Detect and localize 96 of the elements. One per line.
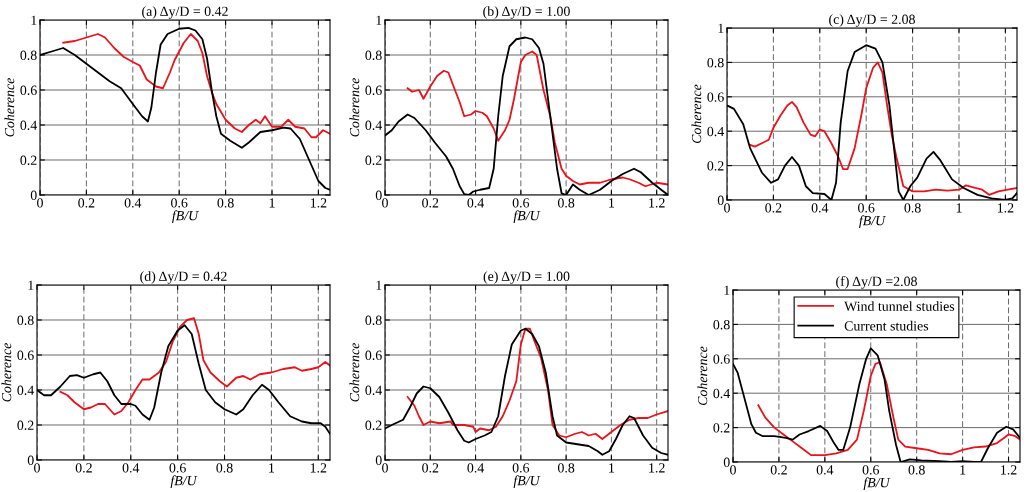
x-tick-label: 0.4 xyxy=(124,198,142,208)
x-tick-label: 0.6 xyxy=(512,463,530,473)
y-tick-label: 0.6 xyxy=(713,354,730,364)
x-tick-label: 0.6 xyxy=(169,463,186,473)
x-tick-label: 0.8 xyxy=(217,198,234,208)
line-series xyxy=(59,317,330,416)
y-tick-label: 0.6 xyxy=(20,85,37,96)
x-tick-label: 0.4 xyxy=(816,465,834,475)
y-tick-label: 1 xyxy=(376,15,382,25)
line-series xyxy=(749,61,1017,196)
y-axis-title: Coherence xyxy=(691,84,702,144)
y-axis-title: Coherence xyxy=(697,346,708,406)
y-tick-label: 0 xyxy=(375,190,382,200)
y-tick-label: 0.4 xyxy=(365,120,383,131)
x-axis-title: fB/U xyxy=(170,475,198,489)
x-tick-label: 0.2 xyxy=(765,203,782,213)
y-tick-label: 0.2 xyxy=(713,423,730,433)
y-tick-label: 0.4 xyxy=(365,385,383,396)
y-tick-label: 0.8 xyxy=(707,57,724,68)
y-tick-label: 0.8 xyxy=(20,50,37,61)
y-axis-title: Coherence xyxy=(349,77,360,137)
x-axis-title: fB/U xyxy=(859,215,886,229)
x-tick-label: 0.6 xyxy=(512,198,530,208)
x-tick-label: 0.8 xyxy=(216,463,233,473)
x-tick-label: 0.4 xyxy=(467,198,485,208)
chart-title: (e) Δy/D = 1.00 xyxy=(483,271,570,284)
x-tick-label: 1 xyxy=(269,463,275,473)
x-tick-label: 1.2 xyxy=(310,463,327,473)
y-tick-label: 0.2 xyxy=(20,155,37,166)
x-tick-label: 1 xyxy=(609,463,615,473)
chart-title: (c) Δy/D = 2.08 xyxy=(829,14,915,27)
x-tick-label: 1.2 xyxy=(997,203,1014,213)
y-tick-label: 0.4 xyxy=(713,388,731,399)
y-axis-title: Coherence xyxy=(4,77,15,137)
x-axis-title: fB/U xyxy=(863,477,891,491)
y-tick-label: 0.2 xyxy=(17,420,34,431)
x-axis-title: fB/U xyxy=(513,210,541,224)
y-tick-label: 1 xyxy=(31,15,37,25)
y-tick-label: 0.6 xyxy=(707,92,724,102)
line-series xyxy=(757,361,1020,457)
x-tick-label: 0.8 xyxy=(908,465,925,475)
y-tick-label: 0 xyxy=(375,455,382,465)
line-series xyxy=(406,50,668,188)
y-tick-label: 0.8 xyxy=(17,315,34,326)
legend-label: Wind tunnel studies xyxy=(844,301,955,312)
y-tick-label: 0.6 xyxy=(17,350,34,361)
legend-label: Current studies xyxy=(844,320,929,331)
x-tick-label: 0.6 xyxy=(858,203,875,213)
x-tick-label: 0.2 xyxy=(770,465,787,475)
x-tick-label: 1 xyxy=(609,198,615,208)
y-axis-title: Coherence xyxy=(349,342,360,402)
x-tick-label: 0.8 xyxy=(557,463,575,473)
line-series xyxy=(62,33,330,139)
x-tick-label: 1.2 xyxy=(1001,465,1017,475)
y-tick-label: 1 xyxy=(718,23,724,33)
chart-title: (b) Δy/D = 1.00 xyxy=(483,6,570,19)
y-tick-label: 0.8 xyxy=(365,50,382,61)
chart-title: (d) Δy/D = 0.42 xyxy=(140,271,227,284)
x-tick-label: 0.8 xyxy=(557,198,575,208)
y-tick-label: 0 xyxy=(30,190,37,200)
x-tick-label: 0.2 xyxy=(422,198,439,208)
y-tick-label: 0.2 xyxy=(707,161,724,171)
line-series xyxy=(406,327,668,440)
y-tick-label: 0.6 xyxy=(365,350,382,361)
x-tick-label: 1 xyxy=(960,465,966,475)
y-tick-label: 0.4 xyxy=(20,120,38,131)
x-tick-label: 0.4 xyxy=(467,463,485,473)
x-tick-label: 0.2 xyxy=(75,463,92,473)
y-tick-label: 0.2 xyxy=(365,155,382,166)
y-tick-label: 0 xyxy=(27,455,34,465)
x-tick-label: 1.2 xyxy=(649,463,665,473)
x-tick-label: 0.4 xyxy=(811,203,829,213)
x-tick-label: 0.2 xyxy=(78,198,95,208)
x-axis-title: fB/U xyxy=(172,210,199,224)
x-axis-title: fB/U xyxy=(513,475,541,489)
x-tick-label: 1.2 xyxy=(649,198,665,208)
x-tick-label: 0.2 xyxy=(422,463,439,473)
y-tick-label: 1 xyxy=(376,280,382,290)
x-tick-label: 0.6 xyxy=(862,465,880,475)
chart-title: (a) Δy/D = 0.42 xyxy=(142,6,228,19)
y-tick-label: 0.6 xyxy=(365,85,382,96)
y-tick-label: 0.8 xyxy=(365,315,382,326)
y-tick-label: 0.8 xyxy=(713,319,730,330)
y-tick-label: 0.2 xyxy=(365,420,382,431)
x-tick-label: 0.8 xyxy=(904,203,921,213)
y-tick-label: 1 xyxy=(28,280,34,290)
y-tick-label: 0.4 xyxy=(707,126,725,137)
x-tick-label: 0.4 xyxy=(122,463,140,473)
x-tick-label: 1 xyxy=(269,198,275,208)
x-tick-label: 0.6 xyxy=(171,198,188,208)
x-tick-label: 1 xyxy=(956,203,962,213)
chart-title: (f) Δy/D =2.08 xyxy=(836,276,917,289)
y-axis-title: Coherence xyxy=(1,342,12,402)
y-tick-label: 0.4 xyxy=(17,385,35,396)
x-tick-label: 1.2 xyxy=(310,198,327,208)
y-tick-label: 1 xyxy=(724,285,730,295)
